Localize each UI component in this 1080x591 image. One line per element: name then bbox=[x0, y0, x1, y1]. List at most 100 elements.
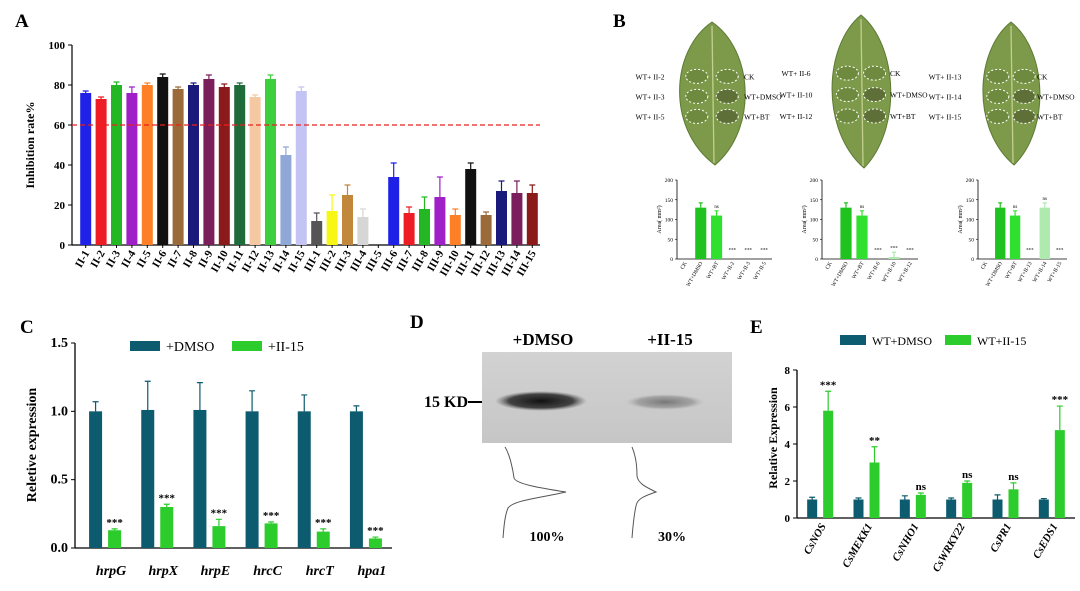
panel-c-error-bar bbox=[249, 390, 256, 412]
panel-c-error-bar bbox=[353, 405, 360, 412]
panel-e-ytick-label: 6 bbox=[785, 402, 791, 414]
panel-a-xtick-label: II-8 bbox=[181, 248, 201, 270]
panel-c-xtick-label: hrcC bbox=[253, 564, 282, 579]
leaf-label-left: WT+ II-6 bbox=[781, 69, 810, 78]
mini-significance-label: *** bbox=[874, 248, 882, 253]
panel-e-legend-swatch bbox=[840, 335, 866, 345]
panel-c-bar bbox=[141, 409, 155, 548]
panel-c-bar bbox=[368, 538, 382, 548]
panel-c-xtick-label: hrpX bbox=[148, 564, 178, 579]
panel-e-bar bbox=[946, 499, 957, 518]
leaf-label-right: CK bbox=[890, 69, 901, 78]
panel-a-ytick-label: 40 bbox=[54, 160, 66, 172]
panel-a-error-bar bbox=[113, 81, 120, 85]
mini-xtick-label: WT+II-12 bbox=[897, 261, 914, 284]
inoculation-circle bbox=[863, 65, 887, 81]
mini-xtick-label: WT+DMSO bbox=[831, 261, 850, 288]
panel-a-inhibition-chart: Inhibition rate% 020406080100II-1II-2II-… bbox=[23, 40, 540, 278]
mini-ytick-label: 200 bbox=[665, 178, 674, 184]
panel-c-significance-label: *** bbox=[211, 507, 228, 519]
mini-xtick-label: CK bbox=[680, 261, 689, 271]
panel-c-bar bbox=[212, 526, 226, 548]
mini-bar bbox=[995, 207, 1006, 259]
mini-significance-label: ns bbox=[714, 205, 719, 210]
panel-a-bar bbox=[126, 93, 138, 245]
mini-ytick-label: 50 bbox=[813, 237, 819, 243]
panel-a-bar bbox=[111, 85, 122, 245]
panel-e-ytick-label: 8 bbox=[785, 365, 791, 377]
leaf-group: WT+ II-13 WT+ II-14 WT+ II-15 CK WT+DMSO WT+B… bbox=[929, 21, 1075, 166]
mini-bar bbox=[856, 215, 868, 259]
panel-c-bar bbox=[316, 531, 330, 548]
panel-a-bar bbox=[172, 89, 184, 245]
inoculation-circle bbox=[685, 88, 709, 104]
panel-a-ytick-label: 80 bbox=[54, 80, 66, 92]
panel-e-error-bar bbox=[994, 494, 1001, 500]
panel-e-significance-label: *** bbox=[820, 379, 837, 391]
panel-e-ytick-label: 0 bbox=[785, 513, 791, 525]
panel-a-error-bar bbox=[298, 86, 305, 91]
panel-e-error-bar bbox=[1040, 497, 1047, 500]
inoculation-circle bbox=[685, 68, 709, 84]
inoculation-circle bbox=[1012, 108, 1036, 124]
panel-a-error-bar bbox=[82, 90, 89, 93]
mini-ytick-label: 200 bbox=[810, 178, 819, 184]
panel-e-error-bar bbox=[917, 492, 924, 495]
inoculation-circle bbox=[835, 65, 859, 81]
mini-xtick-label: WT+BT bbox=[706, 260, 721, 280]
panel-e-xtick-label: CsMEKK1 bbox=[840, 522, 875, 570]
mini-ytick-label: 100 bbox=[665, 218, 674, 224]
panel-c-error-bar bbox=[111, 528, 118, 531]
panel-e-bar bbox=[1038, 499, 1049, 518]
leaf-label-right: CK bbox=[1037, 72, 1048, 81]
panel-a-bar bbox=[419, 209, 430, 245]
panel-b-leaf-images: WT+ II-2WT+ II-3WT+ II-5CKWT+DMSOWT+BTWT… bbox=[635, 14, 1075, 169]
panel-c-bar bbox=[264, 523, 278, 548]
mini-significance-label: ns bbox=[1013, 205, 1018, 210]
inoculation-circle bbox=[863, 108, 887, 124]
inoculation-circle bbox=[1012, 68, 1036, 84]
panel-letter-d: D bbox=[410, 312, 424, 333]
panel-a-xtick-label: II-1 bbox=[73, 249, 92, 270]
mini-bar bbox=[695, 207, 707, 259]
panel-a-error-bar bbox=[529, 184, 536, 193]
panel-a-error-bar bbox=[344, 184, 351, 195]
inoculation-circle bbox=[1012, 88, 1036, 104]
panel-a-xtick-label: II-4 bbox=[119, 248, 139, 270]
panel-c-bar bbox=[160, 507, 174, 548]
panel-c-error-bar bbox=[92, 401, 99, 412]
leaf-group: WT+ II-2 WT+ II-3 WT+ II-5 CK WT+DMSO WT+BT bbox=[635, 21, 782, 166]
panel-e-bar bbox=[899, 499, 910, 518]
panel-letter-b: B bbox=[613, 11, 626, 32]
panel-e-bar bbox=[1008, 489, 1019, 518]
panel-e-ytick-label: 2 bbox=[785, 476, 791, 488]
panel-a-bar bbox=[249, 97, 261, 245]
mini-significance-label: *** bbox=[890, 246, 898, 251]
inoculation-circle bbox=[986, 68, 1010, 84]
panel-e-error-bar bbox=[901, 495, 908, 500]
mini-ytick-label: 200 bbox=[966, 178, 975, 184]
panel-a-error-bar bbox=[329, 194, 336, 211]
mini-significance-label: *** bbox=[906, 248, 914, 253]
panel-a-bar bbox=[141, 85, 153, 245]
panel-letter-c: C bbox=[20, 317, 34, 338]
mini-significance-label: *** bbox=[1056, 248, 1064, 253]
panel-a-bar bbox=[357, 217, 369, 245]
mini-bar bbox=[888, 257, 900, 259]
panel-e-legend-label: WT+DMSO bbox=[872, 334, 932, 348]
panel-a-bar bbox=[326, 211, 338, 245]
panel-a-bar bbox=[265, 79, 276, 245]
panel-a-bar bbox=[511, 193, 523, 245]
mini-ytick-label: 50 bbox=[668, 237, 674, 243]
leaf-label-left: WT+ II-5 bbox=[635, 112, 664, 121]
panel-c-xtick-label: hrpE bbox=[201, 564, 231, 579]
leaf-label-right: WT+BT bbox=[890, 112, 916, 121]
panel-a-error-bar bbox=[483, 211, 490, 215]
panel-letter-e: E bbox=[750, 317, 763, 338]
panel-letter-a: A bbox=[15, 11, 29, 32]
panel-c-ytick-label: 1.5 bbox=[51, 336, 69, 351]
mini-xtick-label: WT+BT bbox=[851, 260, 866, 280]
